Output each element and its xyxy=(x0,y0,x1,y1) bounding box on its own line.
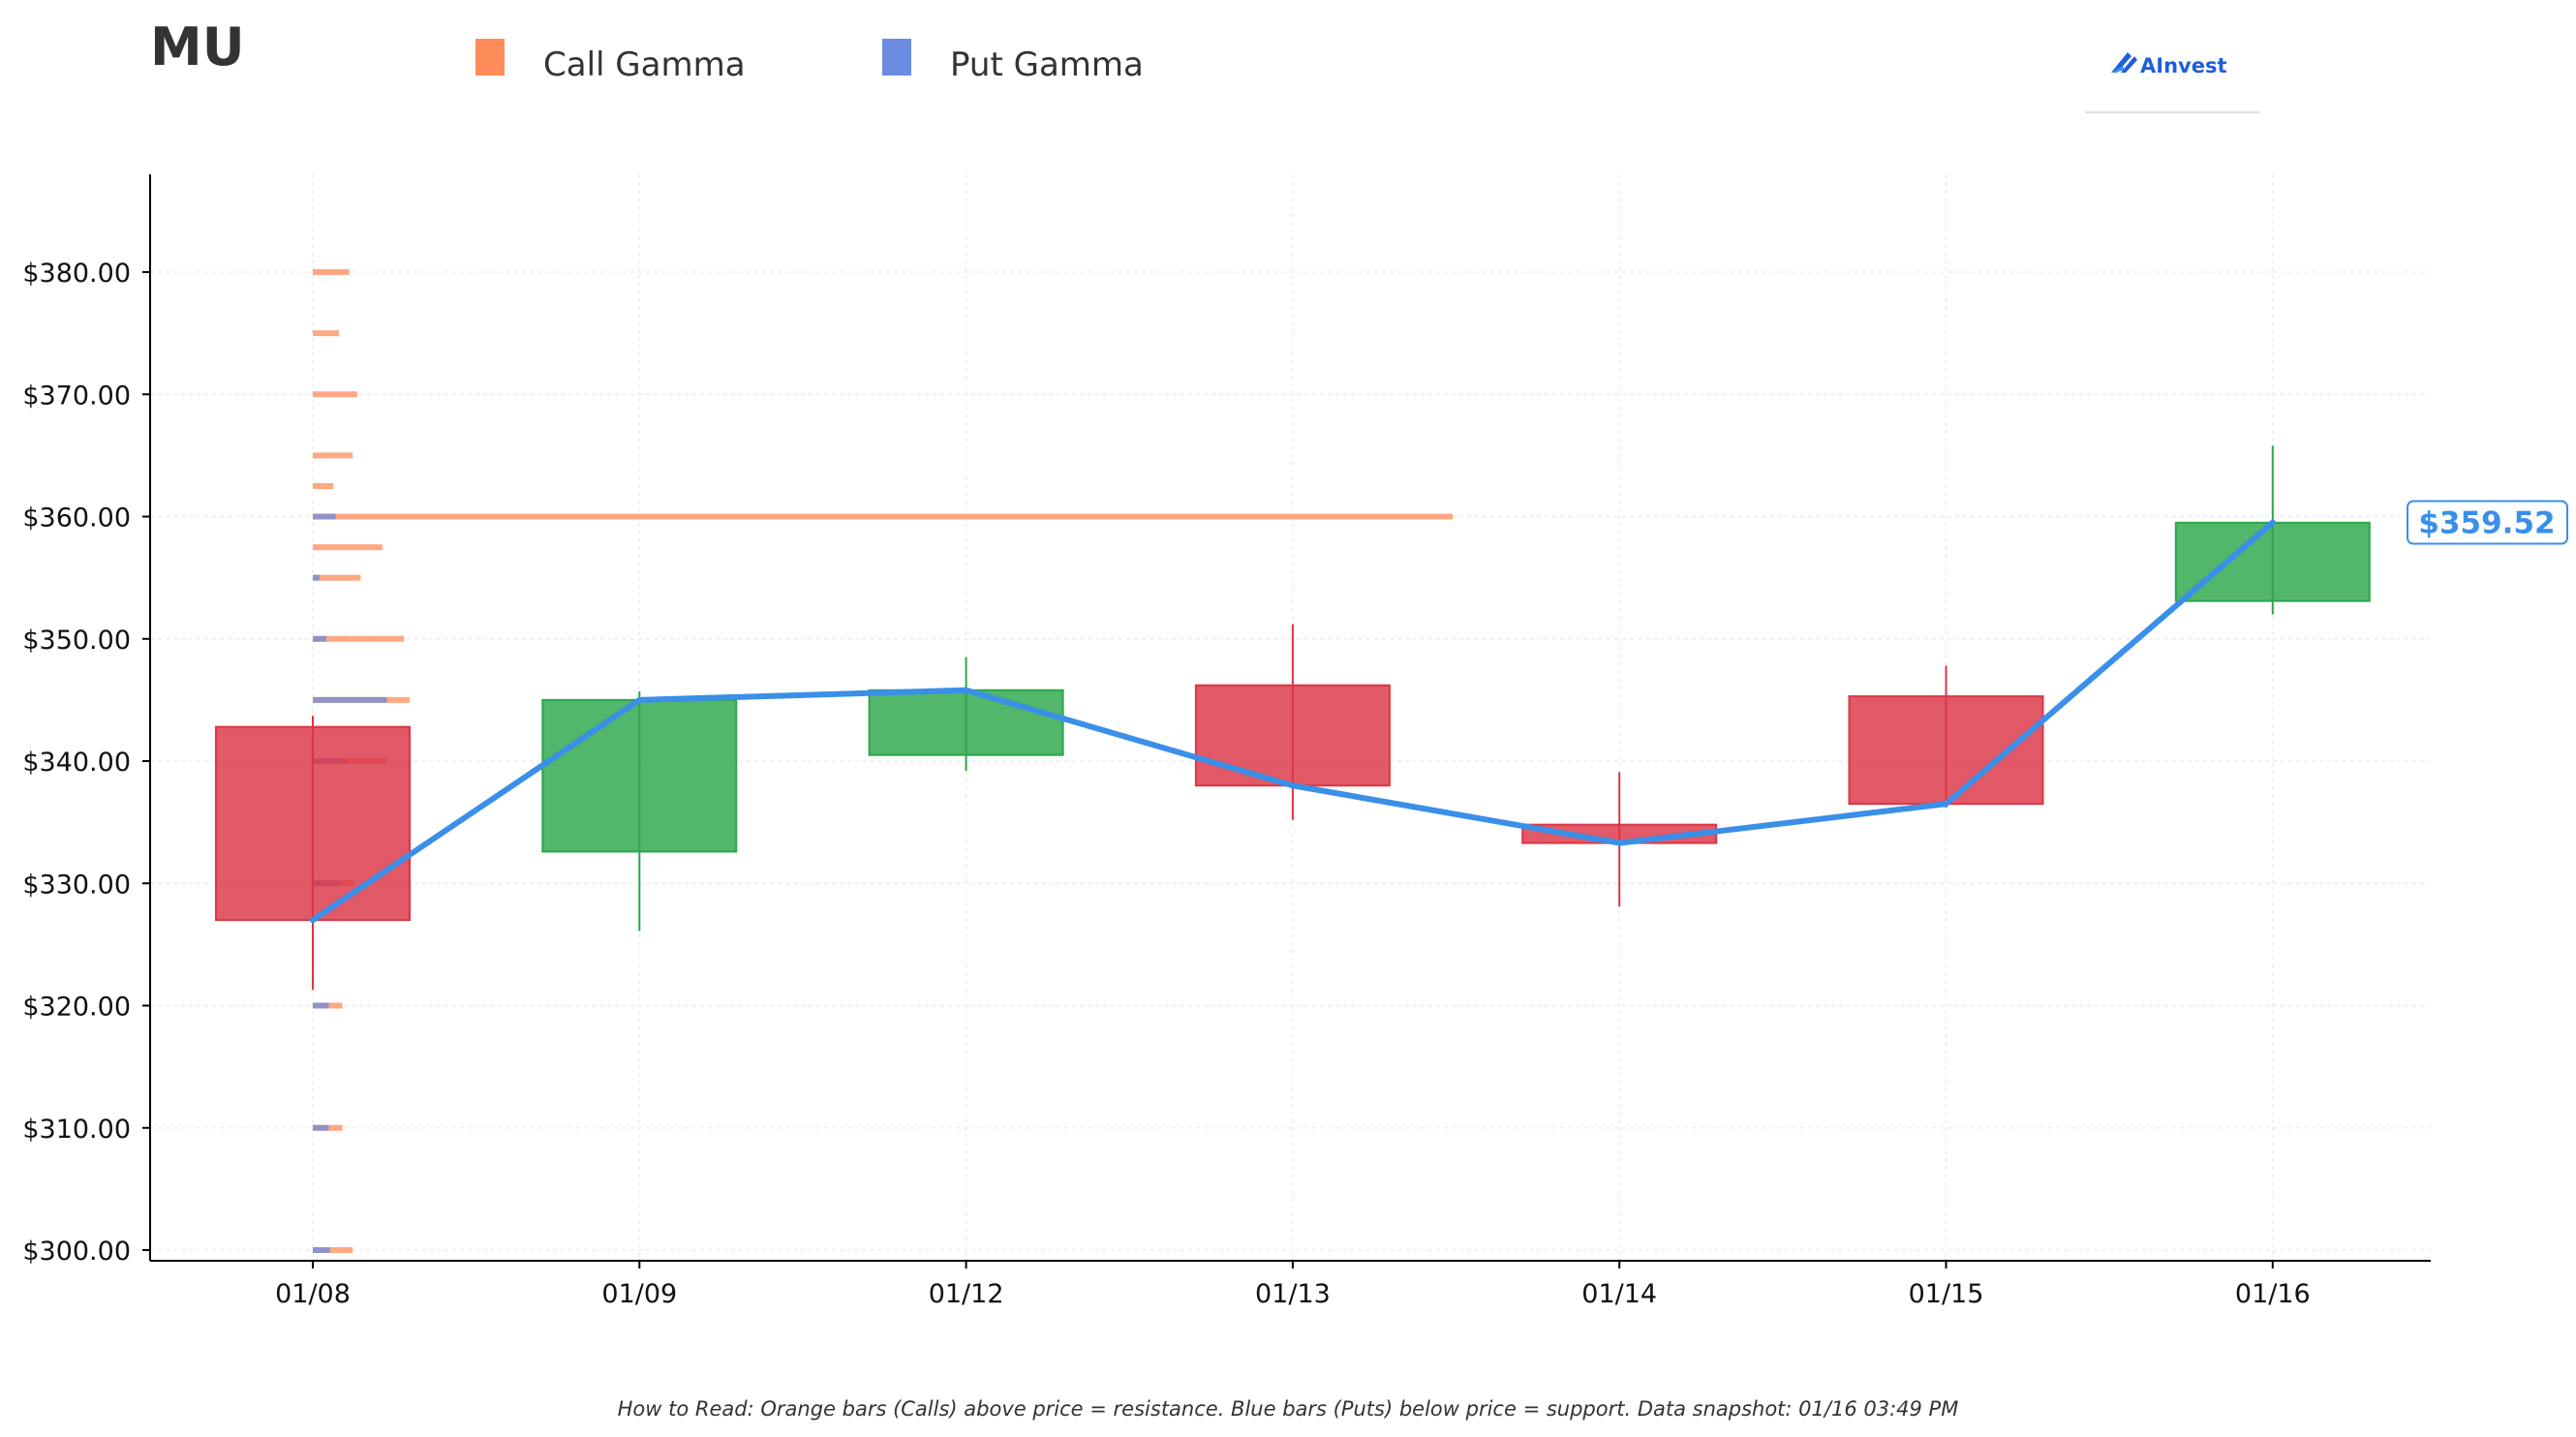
last-price-tag: $359.52 xyxy=(2407,500,2568,545)
y-tick-label: $370.00 xyxy=(22,381,131,411)
y-tick-label: $310.00 xyxy=(22,1115,131,1145)
footnote: How to Read: Orange bars (Calls) above p… xyxy=(618,1397,1959,1421)
brand-name: AInvest xyxy=(2140,54,2227,77)
candle-body xyxy=(1194,684,1391,787)
legend: Call Gamma Put Gamma xyxy=(475,39,1144,84)
candle-body xyxy=(541,698,738,853)
y-tick-label: $330.00 xyxy=(22,870,131,900)
y-tick-label: $380.00 xyxy=(22,259,131,289)
y-tick-label: $340.00 xyxy=(22,748,131,778)
legend-label-call: Call Gamma xyxy=(543,46,746,84)
candle xyxy=(1521,772,1718,907)
legend-label-put: Put Gamma xyxy=(950,46,1144,84)
candle-body xyxy=(215,725,411,922)
last-price-tag-label: $359.52 xyxy=(2418,506,2555,541)
y-tick-label: $300.00 xyxy=(22,1237,131,1267)
candle-body xyxy=(2174,521,2371,602)
candle xyxy=(2174,445,2371,615)
x-tick-label: 01/08 xyxy=(275,1279,351,1309)
y-tick-label: $360.00 xyxy=(22,504,131,534)
candle xyxy=(541,691,738,932)
x-tick-label: 01/13 xyxy=(1255,1279,1331,1309)
candle-body xyxy=(1848,695,2044,806)
candle xyxy=(215,716,411,991)
candle-body xyxy=(868,688,1064,756)
x-tick-label: 01/14 xyxy=(1581,1279,1657,1309)
x-tick-label: 01/15 xyxy=(1909,1279,1984,1309)
x-tick-label: 01/12 xyxy=(929,1279,1004,1309)
candle xyxy=(868,657,1064,772)
x-tick-label: 01/09 xyxy=(601,1279,677,1309)
chart-title: MU xyxy=(150,16,245,77)
x-tick-label: 01/16 xyxy=(2235,1279,2311,1309)
close-price-line xyxy=(310,519,2276,924)
legend-swatch-put xyxy=(882,39,911,76)
close-line-layer xyxy=(310,519,2276,924)
brand-logo: AInvest xyxy=(2085,52,2259,113)
candle xyxy=(1848,665,2044,808)
last-price-tag-box xyxy=(2407,500,2568,545)
ainvest-logo-icon xyxy=(2111,52,2137,73)
candles xyxy=(215,445,2371,991)
candle xyxy=(1194,624,1391,820)
y-tick-label: $320.00 xyxy=(22,993,131,1023)
legend-swatch-call xyxy=(475,39,505,76)
axes: $300.00 $310.00 $320.00 $330.00 $340.00 $350.… xyxy=(22,174,2431,1309)
y-tick-label: $350.00 xyxy=(22,626,131,656)
